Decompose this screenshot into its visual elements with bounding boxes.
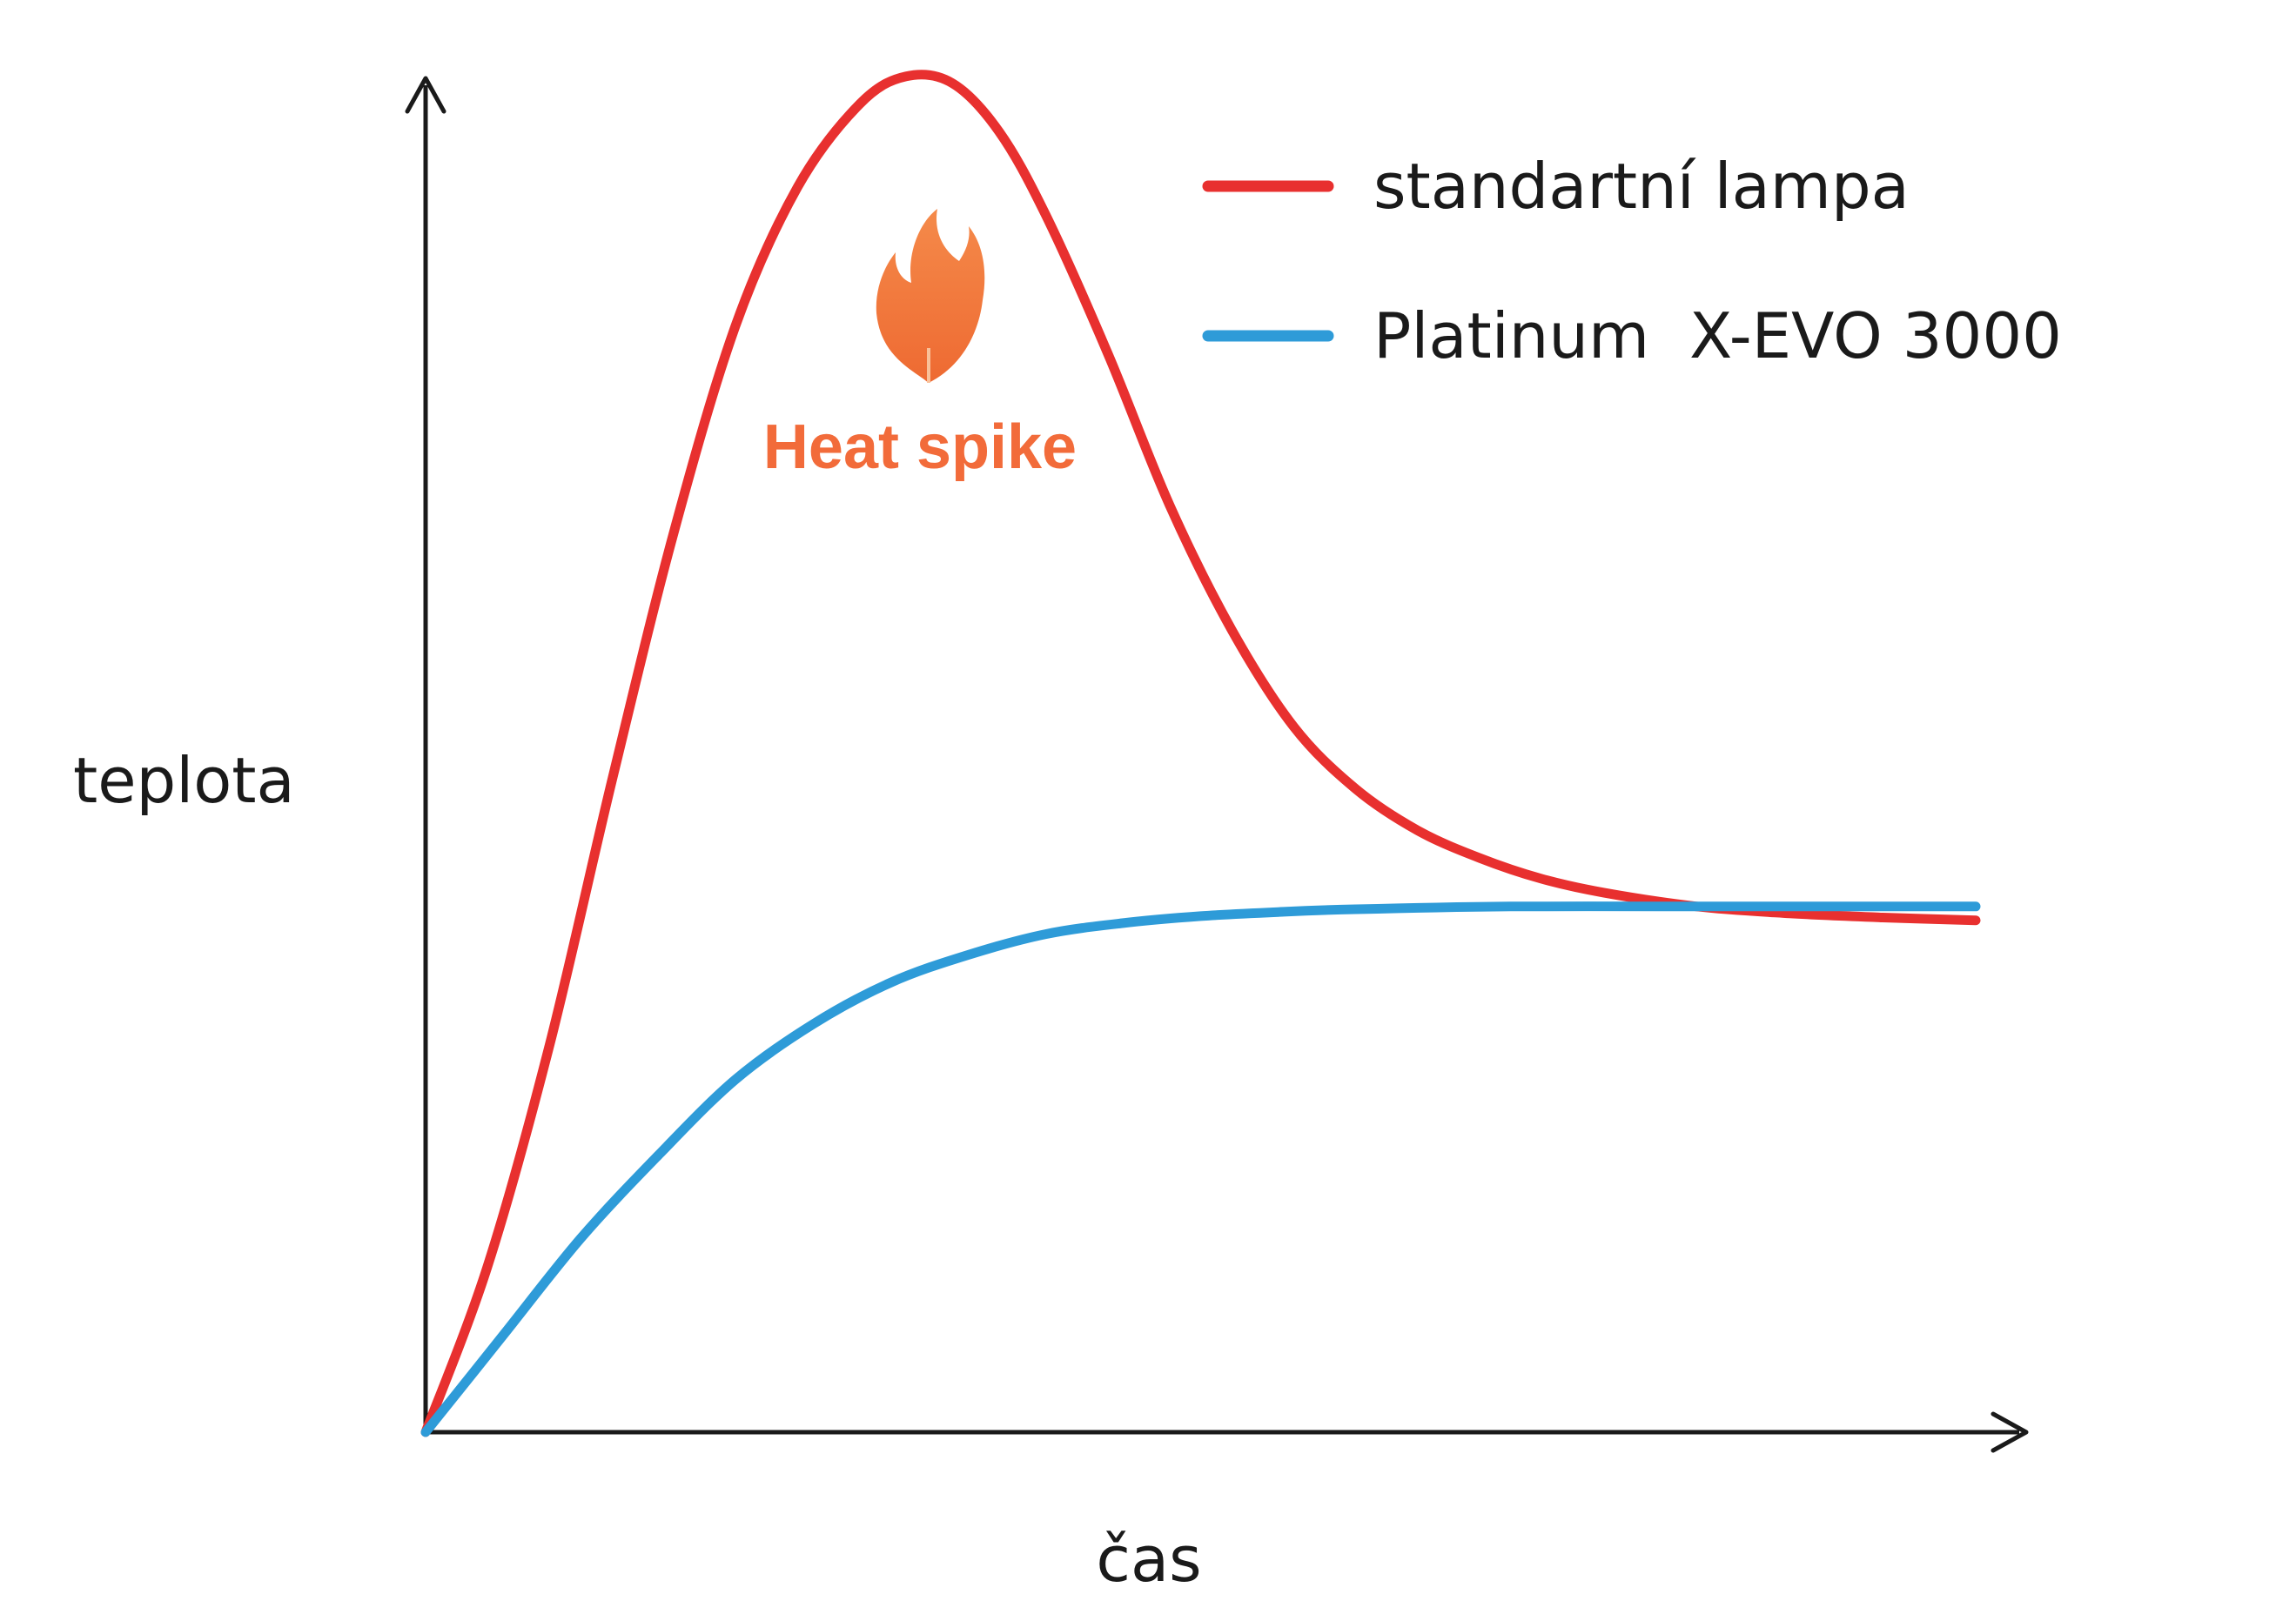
series-line-0 bbox=[420, 70, 1981, 1437]
flame-icon bbox=[876, 209, 985, 383]
legend: standartní lampa Platinum X-EVO 3000 bbox=[1202, 150, 2062, 372]
series-layer bbox=[420, 70, 1981, 1437]
legend-label-1: Platinum X-EVO 3000 bbox=[1373, 299, 2062, 372]
x-axis-label: čas bbox=[1096, 1523, 1201, 1596]
y-axis-label: teplota bbox=[73, 744, 295, 817]
y-axis-arrow bbox=[405, 76, 446, 114]
legend-label-0: standartní lampa bbox=[1373, 150, 1910, 223]
annotation-label: Heat spike bbox=[763, 412, 1077, 482]
x-axis-arrow bbox=[1991, 1411, 2029, 1453]
series-line-1 bbox=[420, 901, 1981, 1437]
